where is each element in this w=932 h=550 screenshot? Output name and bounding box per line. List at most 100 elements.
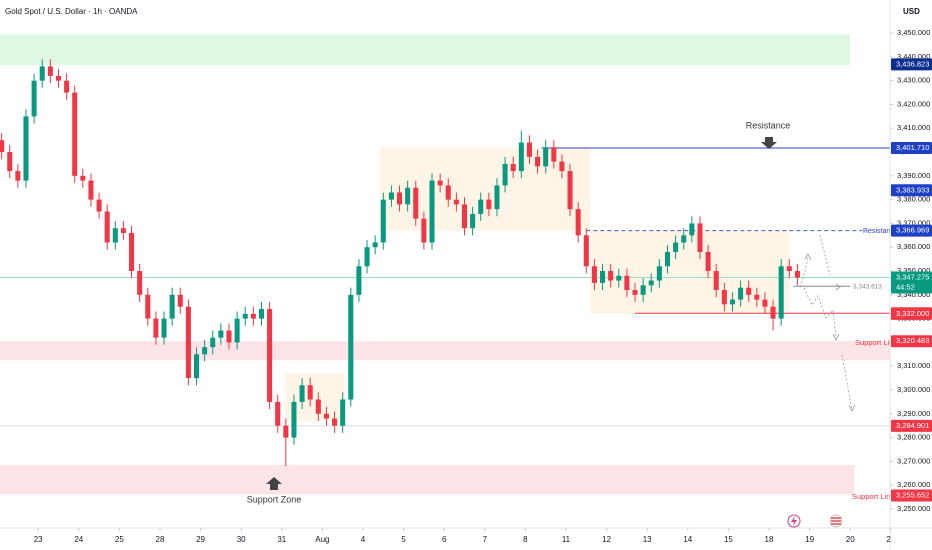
candle-body — [145, 294, 151, 319]
candle-body — [689, 223, 695, 236]
flag-glyph — [831, 517, 841, 525]
x-tick-label: 15 — [724, 535, 733, 544]
x-tick-label: 6 — [442, 535, 447, 544]
candle-body — [267, 309, 273, 402]
projection — [799, 234, 853, 411]
candle-body — [413, 187, 419, 219]
candle-body — [681, 235, 687, 243]
x-tick-label: 11 — [562, 535, 571, 544]
x-tick-label: 4 — [361, 535, 366, 544]
candle-body — [713, 271, 719, 291]
candle-body — [526, 142, 532, 157]
candle-body — [616, 275, 622, 281]
candle-body — [169, 294, 175, 319]
candle-body — [778, 266, 784, 319]
annotation: 3,343.613 — [853, 284, 882, 291]
price-tag-label: 3,401.710 — [896, 143, 929, 152]
annotation: Resistance — [863, 228, 898, 235]
y-tick-label: 3,270.000 — [897, 456, 930, 465]
candle-body — [632, 290, 638, 295]
price-tag-label: 3,366.969 — [896, 226, 929, 235]
candle-body — [664, 251, 671, 267]
zone — [380, 147, 591, 231]
price-tag — [891, 307, 932, 320]
candle-body — [72, 92, 78, 176]
x-tick-label: Aug — [315, 535, 329, 544]
y-tick-label: 3,280.000 — [897, 433, 930, 442]
candle-body — [535, 156, 541, 167]
candle-body — [153, 318, 159, 338]
annotation: Resistance — [746, 120, 791, 130]
candle-body — [372, 242, 378, 248]
candle-body — [673, 242, 679, 252]
candle-body — [161, 318, 167, 338]
zone — [0, 34, 851, 66]
candle-body — [729, 299, 735, 305]
axes: 3,450.000 3,440.000 3,430.000 3,420.000 3,41… — [34, 28, 932, 550]
price-tag-label: 3,383.933 — [896, 185, 929, 194]
arrow-heads — [804, 253, 856, 412]
candle-body — [388, 192, 394, 200]
y-tick-label: 3,430.000 — [897, 76, 930, 85]
price-tag — [891, 224, 932, 237]
price-tag — [891, 489, 932, 502]
candle-body — [510, 163, 516, 172]
candle-body — [608, 271, 614, 281]
price-tag-label: 3,255.652 — [896, 491, 929, 500]
candle-body — [551, 147, 557, 162]
zone — [590, 230, 790, 314]
candle-body — [23, 116, 29, 181]
y-tick-label: 3,300.000 — [897, 385, 930, 394]
x-tick-label: 25 — [115, 535, 124, 544]
candle-body — [340, 399, 346, 426]
candle-body — [453, 199, 459, 205]
candle-body — [226, 330, 232, 343]
candle-body — [193, 354, 200, 379]
price-tag — [891, 271, 932, 294]
candle-body — [39, 66, 45, 81]
candle-body — [600, 271, 606, 283]
candle-body — [697, 223, 703, 252]
candle-body — [746, 287, 752, 295]
candle-body — [323, 413, 329, 419]
currency: USD — [903, 7, 920, 16]
resistance-arrow — [761, 137, 777, 149]
candle-body — [258, 309, 264, 319]
price-tag-label: 3,332.000 — [896, 309, 929, 318]
projection-up — [799, 256, 809, 288]
x-tick-label: 7 — [483, 535, 488, 544]
projection-down-2 — [841, 354, 853, 411]
candle-body — [762, 299, 768, 307]
price-tag — [891, 184, 932, 197]
x-tick-label: 23 — [34, 535, 43, 544]
levels — [0, 147, 890, 427]
candle-body — [738, 287, 744, 300]
support-arrow — [266, 477, 282, 490]
candle-body — [461, 204, 468, 229]
price-countdown: 44:52 — [896, 282, 915, 291]
x-tick-label: 28 — [156, 535, 165, 544]
projection-3 — [819, 234, 831, 276]
projection-down — [803, 287, 837, 339]
annotation: Support Line — [855, 338, 898, 347]
y-tick-label: 3,450.000 — [897, 28, 930, 37]
candle-body — [234, 318, 240, 343]
candle-body — [405, 187, 411, 205]
x-tick-label: 14 — [683, 535, 692, 544]
y-tick-label: 3,260.000 — [897, 480, 930, 489]
candle-body — [137, 271, 143, 295]
candle-body — [559, 161, 565, 172]
candle-body — [437, 180, 443, 186]
candle-body — [770, 306, 776, 319]
candles — [0, 59, 800, 467]
candle-body — [721, 290, 727, 305]
candle-body — [47, 66, 53, 76]
candle-body — [470, 213, 476, 229]
candle-body — [299, 385, 305, 402]
candle-body — [31, 80, 37, 117]
zone — [0, 464, 855, 495]
candle-body — [55, 75, 61, 81]
price-axis-cover — [891, 529, 932, 550]
candle-body — [583, 235, 589, 267]
price-tag — [891, 419, 932, 432]
